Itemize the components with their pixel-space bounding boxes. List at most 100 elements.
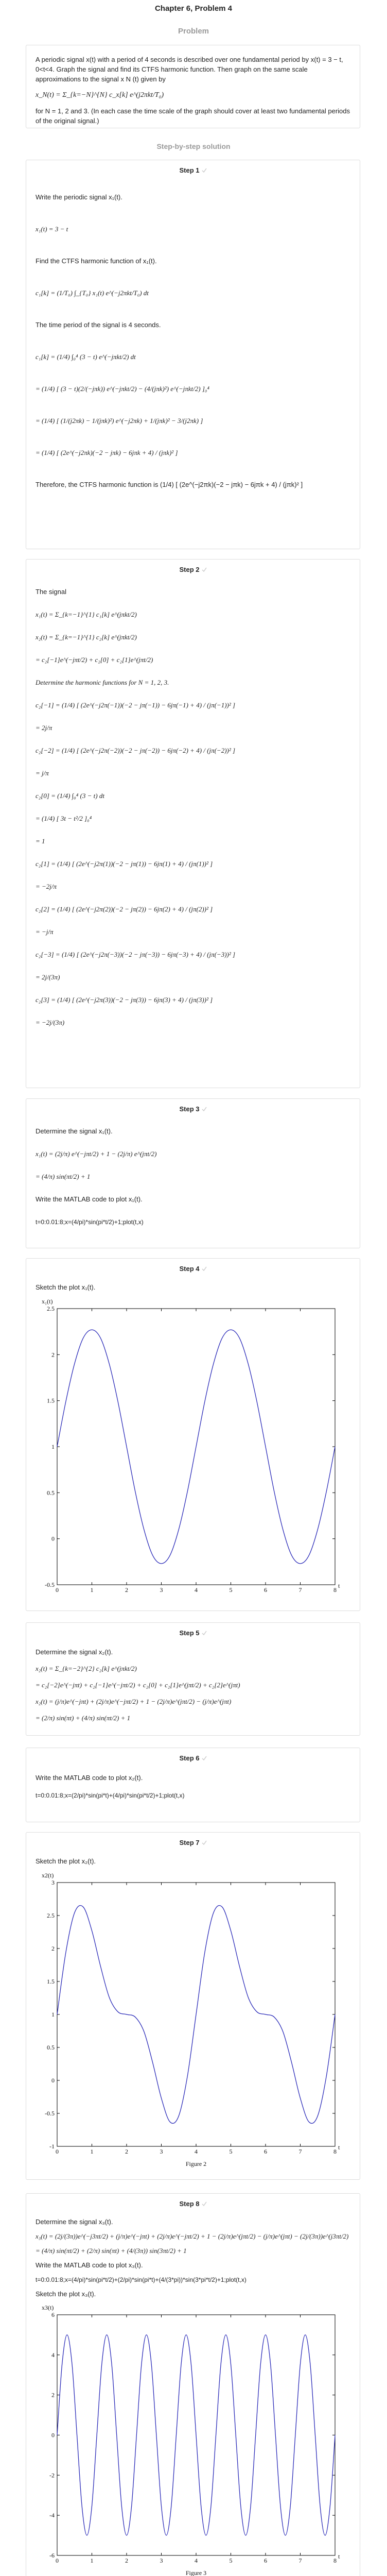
y-tick-label: 2 xyxy=(51,1945,55,1952)
section-label: Problem xyxy=(178,27,209,36)
check-mark xyxy=(201,1631,207,1636)
x-tick-label: 5 xyxy=(230,1586,233,1594)
math-line: c₂[0] = (1/4) ∫₀⁴ (3 − t) dt xyxy=(36,792,104,800)
problem-box: A periodic signal x(t) with a period of … xyxy=(26,45,360,128)
figure-caption: Figure 3 xyxy=(186,2569,206,2576)
math-line: = 1 xyxy=(36,837,45,845)
step-title: Step 8 xyxy=(36,2200,350,2208)
math-line: = j/π xyxy=(36,769,49,777)
x-tick-label: 4 xyxy=(195,2557,198,2564)
check-icon xyxy=(201,1840,207,1845)
step-title: Step 6 xyxy=(36,1754,350,1762)
math-line: x₃(t) = (2j/(3π))e^(−j3πt/2) + (j/π)e^(−… xyxy=(36,2232,349,2240)
math-line: c₂[−1] = (1/4) [ (2e^(−j2π(−1))(−2 − jπ(… xyxy=(36,701,236,709)
signal-line xyxy=(57,2334,336,2536)
check-mark xyxy=(201,1107,207,1112)
x-tick-label: 2 xyxy=(125,1586,128,1594)
y-tick-label: 0.5 xyxy=(47,1489,55,1496)
math-line: c₁[k] = (1/T₀) ∫_{T₀} x₁(t) e^(−j2πkt/T₀… xyxy=(36,289,149,297)
math-line: = (4/π) sin(πt/2) + 1 xyxy=(36,1173,91,1180)
code-line: t=0:0.01:8;x=(4/pi)*sin(pi*t/2)+(2/pi)*s… xyxy=(36,2276,247,2283)
step-title: Step 2 xyxy=(36,566,350,573)
y-tick-label: 0 xyxy=(51,1535,55,1543)
x-tick-label: 6 xyxy=(264,2557,267,2564)
math-line: c₂[1] = (1/4) [ (2e^(−j2π(1))(−2 − jπ(1)… xyxy=(36,860,213,868)
text-line: Write the MATLAB code to plot x₂(t). xyxy=(36,1774,143,1782)
x-tick-label: 0 xyxy=(56,1586,59,1594)
y-tick-label: -2 xyxy=(49,2471,55,2479)
step-label: Step 5 xyxy=(179,1629,200,1637)
math-line: = (1/4) [ 3t − t²/2 ]₀⁴ xyxy=(36,815,92,822)
check-icon xyxy=(201,1107,207,1112)
math-line: = −2j/(3π) xyxy=(36,1019,65,1026)
y-tick-label: 0.5 xyxy=(47,2044,55,2051)
x-tick-label: 1 xyxy=(91,2148,94,2155)
code-line: t=0:0.01:8;x=(4/pi)*sin(pi*t/2)+1;plot(t… xyxy=(36,1218,144,1226)
math-line: Determine the harmonic functions for N =… xyxy=(36,679,169,686)
text-line: Write the periodic signal x₁(t). xyxy=(36,193,122,201)
x-tick-label: 3 xyxy=(160,2148,163,2155)
text-line: Write the MATLAB code to plot x₁(t). xyxy=(36,1195,143,1203)
x-tick-label: 3 xyxy=(160,1586,163,1594)
check-icon xyxy=(201,1631,207,1636)
y-tick-label: -6 xyxy=(49,2552,55,2559)
text-line: Sketch the plot x₂(t). xyxy=(36,1857,96,1865)
code-line: t=0:0.01:8;x=(2/pi)*sin(pi*t)+(4/pi)*sin… xyxy=(36,1792,185,1799)
x-tick-label: 0 xyxy=(56,2148,59,2155)
math-line: x₂(t) = (j/π)e^(−jπt) + (2j/π)e^(−jπt/2)… xyxy=(36,1698,232,1705)
y-axis-label: x3(t) xyxy=(42,2304,54,2311)
step-title: Step 3 xyxy=(36,1105,350,1113)
y-tick-label: 3 xyxy=(51,1879,55,1886)
math-line: = 2j/(3π) xyxy=(36,973,60,981)
math-line: = (1/4) [ (1/(j2πk) − 1/(jπk)²) e^(−j2πk… xyxy=(36,417,203,425)
x-tick-label: 7 xyxy=(299,1586,302,1594)
x-tick-label: 1 xyxy=(91,2557,94,2564)
step-label: Step 4 xyxy=(179,1265,200,1273)
math-line: = (1/4) [ (3 − t)(2/(−jπk)) e^(−jπkt/2) … xyxy=(36,385,209,393)
step-box: Step 5 Determine the signal x₂(t). x₂(t) =… xyxy=(26,1622,360,1736)
check-icon xyxy=(201,2201,207,2207)
check-icon xyxy=(201,567,207,572)
page-title: Chapter 6, Problem 4 xyxy=(154,4,233,13)
step-title: Step 1 xyxy=(36,166,350,174)
step-label: Step 2 xyxy=(179,566,200,573)
step-label: Step 6 xyxy=(179,1754,200,1762)
y-tick-label: -4 xyxy=(49,2512,55,2519)
y-tick-label: 6 xyxy=(51,2311,55,2318)
step-box: Step 4 Sketch the plot x₁(t). 0 1 2 3 4 5 6 7 8 -0.… xyxy=(26,1258,360,1611)
math-line: = −2j/π xyxy=(36,883,57,890)
x-tick-label: 3 xyxy=(160,2557,163,2564)
math-line: c₂[2] = (1/4) [ (2e^(−j2π(2))(−2 − jπ(2)… xyxy=(36,905,213,913)
solution-heading: Step-by-step solution xyxy=(156,142,231,150)
x-axis-label: t xyxy=(338,1582,340,1589)
math-line: c₂[−2] = (1/4) [ (2e^(−j2π(−2))(−2 − jπ(… xyxy=(36,747,236,754)
math-line: x₁(t) = Σ_{k=−1}^{1} c₁[k] e^(jπkt/2) xyxy=(36,611,137,618)
math-line: x₂(t) = Σ_{k=−1}^{1} c₂[k] e^(jπkt/2) xyxy=(36,633,137,641)
math-line: c₁[k] = (1/4) ∫₀⁴ (3 − t) e^(−jπkt/2) dt xyxy=(36,353,136,361)
x-tick-label: 1 xyxy=(91,1586,94,1594)
step-label: Step 1 xyxy=(179,166,200,174)
problem-formula: x_N(t) = Σ_{k=−N}^{N} c_x[k] e^(j2πkt/T₀… xyxy=(36,91,164,99)
step-title: Step 4 xyxy=(36,1265,350,1273)
step-box: Step 3 Determine the signal x₁(t). x₁(t) =… xyxy=(26,1098,360,1248)
text-line: The signal xyxy=(36,588,66,596)
math-line: c₂[3] = (1/4) [ (2e^(−j2π(3))(−2 − jπ(3)… xyxy=(36,996,213,1004)
check-mark xyxy=(201,1266,207,1272)
signal-line xyxy=(57,1905,336,2124)
math-line: = 2j/π xyxy=(36,724,52,732)
y-tick-label: 1 xyxy=(51,2011,55,2018)
math-line: = (4/π) sin(πt/2) + (2/π) sin(πt) + (4/(… xyxy=(36,2247,187,2255)
problem-note: for N = 1, 2 and 3. (In each case the ti… xyxy=(36,107,350,125)
figure-caption: Figure 2 xyxy=(186,2160,206,2167)
y-tick-label: 2 xyxy=(51,1351,55,1358)
math-line: = −j/π xyxy=(36,928,54,936)
x-tick-label: 7 xyxy=(299,2148,302,2155)
y-tick-label: 1.5 xyxy=(47,1978,55,1985)
x-tick-label: 6 xyxy=(264,2148,267,2155)
check-icon xyxy=(201,168,207,173)
math-line: x₁(t) = (2j/π) e^(−jπt/2) + 1 − (2j/π) e… xyxy=(36,1150,157,1158)
line-chart: 0 1 2 3 4 5 6 7 8-0.500.511.522.5x₁(t)t xyxy=(42,1298,340,1594)
check-mark xyxy=(201,1756,207,1761)
